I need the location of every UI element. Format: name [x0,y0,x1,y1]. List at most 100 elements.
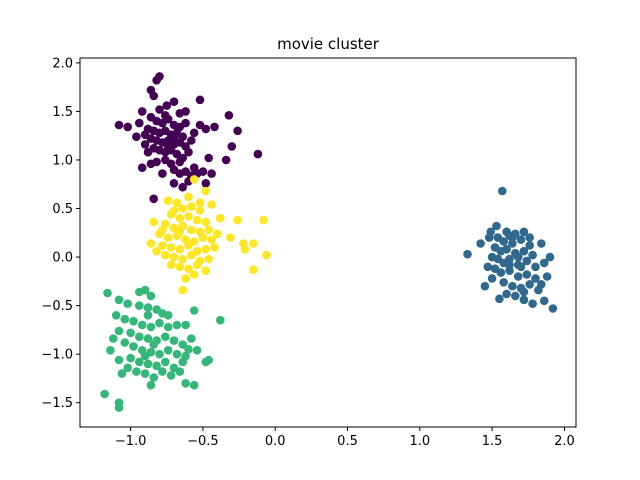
scatter-point [253,149,263,159]
scatter-point [161,250,170,260]
scatter-point [531,274,540,283]
scatter-point [548,304,558,313]
scatter-point [519,295,529,305]
scatter-point [195,206,205,215]
scatter-point [181,274,190,283]
scatter-point [201,357,211,367]
scatter-point [210,122,219,132]
scatter-point [123,363,132,373]
scatter-point [178,340,187,349]
scatter-point [143,147,153,157]
scatter-point [181,320,190,330]
scatter-point [508,233,517,242]
scatter-point [158,169,167,178]
y-tick-label: −0.5 [41,299,73,314]
scatter-point [169,179,179,188]
scatter-point [184,212,193,221]
x-tick-label: 0.0 [265,434,286,449]
scatter-point [519,246,529,256]
scatter-point [163,311,173,320]
scatter-point [103,288,112,298]
scatter-point [522,256,532,266]
scatter-point [149,91,158,101]
scatter-point [216,213,225,223]
scatter-point [184,264,193,274]
scatter-point [189,163,199,172]
scatter-point [198,167,208,176]
scatter-point [187,250,196,260]
scatter-point [152,361,161,371]
scatter-point [143,359,153,369]
scatter-point [498,186,507,196]
scatter-point [226,233,235,242]
scatter-point [487,274,497,283]
scatter-point [511,291,520,301]
scatter-point [175,227,185,237]
scatter-point [224,111,234,120]
scatter-point [137,163,147,172]
scatter-point [126,328,135,338]
scatter-point [137,107,147,116]
scatter-point [166,371,176,380]
scatter-point [480,281,490,291]
scatter-point [204,225,213,235]
y-tick-label: 0.0 [52,251,73,266]
scatter-point [162,101,172,110]
scatter-point [132,132,141,141]
scatter-point [175,213,185,223]
scatter-point [143,311,153,320]
scatter-point [175,245,185,254]
y-tick-label: 1.5 [52,105,73,120]
scatter-point [152,157,161,167]
scatter-point [114,403,124,412]
x-axis: −1.0 −0.5 0.0 0.5 1.0 1.5 2.0 [115,427,575,449]
scatter-point [201,124,211,134]
scatter-point [184,345,193,354]
x-tick-label: 1.0 [409,434,430,449]
scatter-point [201,245,211,254]
scatter-point [106,346,115,355]
scatter-point [508,239,517,248]
scatter-point [178,254,187,264]
scatter-point [499,237,509,246]
scatter-point [181,107,190,116]
y-tick-label: 1.0 [52,153,73,168]
scatter-point [187,136,196,145]
y-tick-label: 0.5 [52,202,73,217]
scatter-point [181,379,190,388]
scatter-point [492,221,501,231]
scatter-point [158,367,167,376]
x-tick-label: 1.5 [482,434,503,449]
scatter-point [198,233,208,242]
scatter-point [201,217,211,227]
scatter-point [505,260,514,270]
x-tick-label: −1.0 [115,434,147,449]
scatter-point [513,252,523,262]
scatter-point [508,281,517,291]
scatter-point [152,246,161,256]
scatter-point [207,169,216,178]
scatter-point [537,280,546,289]
scatter-point [172,198,182,207]
scatter-point [502,227,511,237]
scatter-point [519,287,529,297]
scatter-point [195,95,205,105]
scatter-point [143,334,153,343]
scatter-point [120,314,130,324]
scatter-point [172,349,182,359]
scatter-point [163,196,173,205]
scatter-point [140,140,150,149]
scatter-point [163,142,173,151]
scatter-point [204,254,213,264]
scatter-point [505,266,514,276]
scatter-point [184,241,193,250]
scatter-point [233,126,242,136]
scatter-point [161,332,170,342]
scatter-point [184,192,193,202]
scatter-point [175,262,185,272]
x-tick-label: 0.5 [337,434,358,449]
scatter-point [233,215,242,225]
scatter-point [152,76,161,85]
scatter-point [143,303,153,312]
scatter-point [114,326,124,336]
